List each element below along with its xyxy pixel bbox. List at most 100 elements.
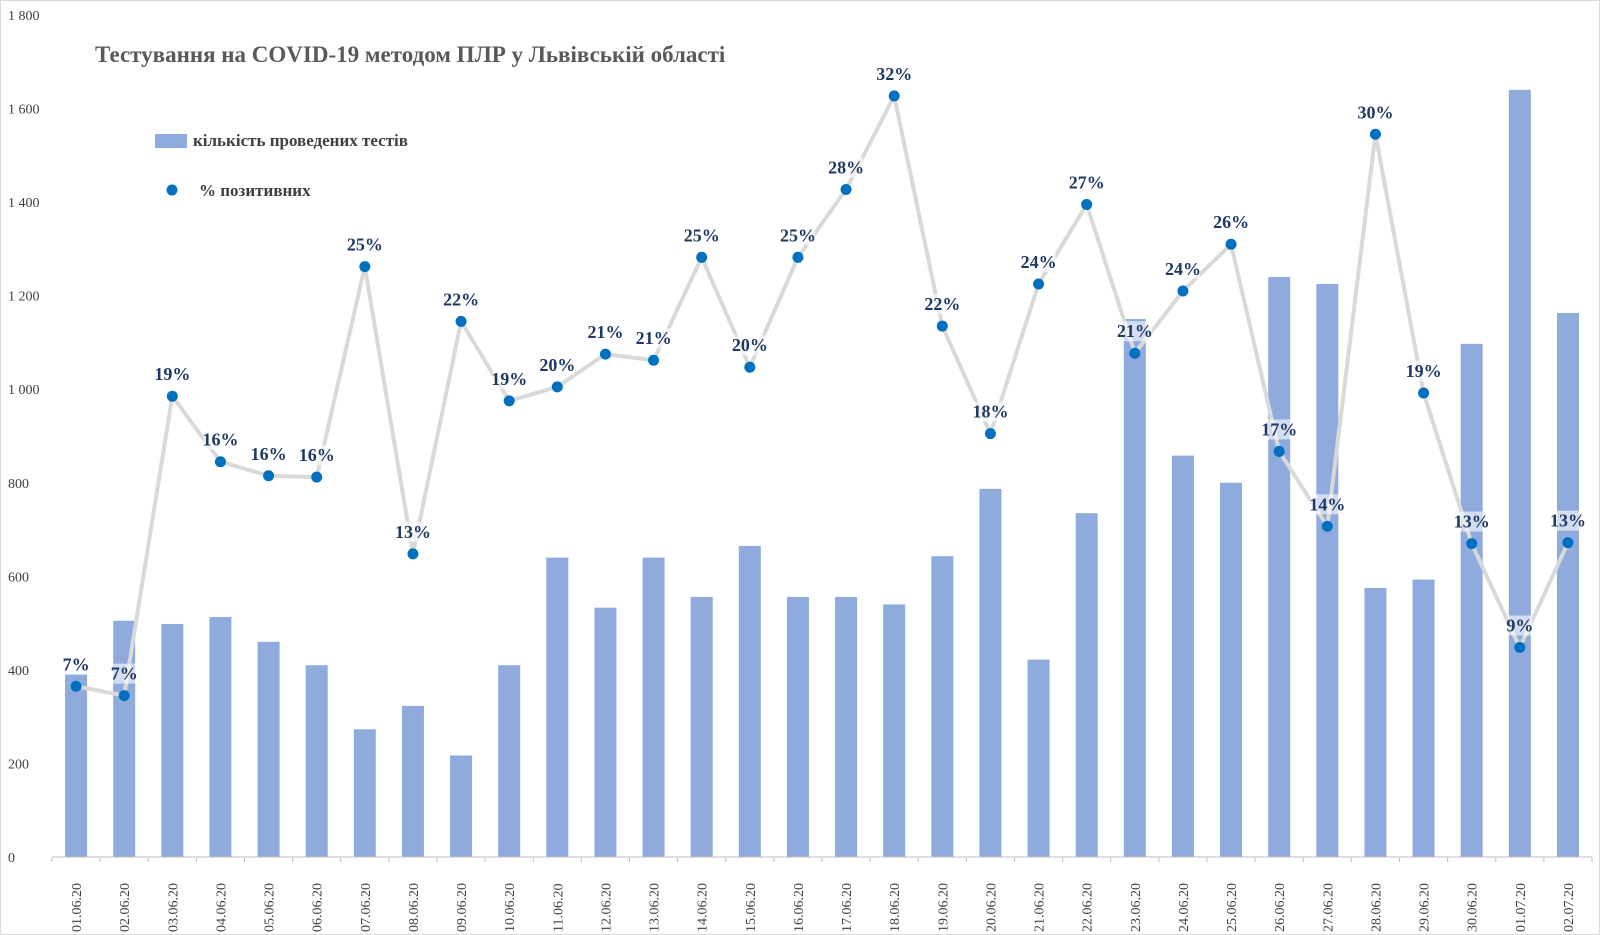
data-label-bg [1021, 251, 1056, 272]
x-tick-label: 16.06.20 [792, 883, 807, 932]
positive-marker [166, 390, 178, 402]
bar-tests [353, 729, 376, 857]
y-tick-label: 800 [8, 477, 29, 492]
x-tick-label: 03.06.20 [166, 883, 181, 932]
data-label-percent: 24% [1021, 252, 1057, 272]
bar-tests [1508, 89, 1531, 858]
data-label-percent: 20% [732, 335, 768, 355]
x-tick-label: 24.06.20 [1177, 883, 1192, 932]
data-label-percent: 19% [154, 364, 190, 384]
bar-tests [1316, 283, 1339, 857]
bar-tests [931, 556, 954, 857]
positive-marker [311, 471, 323, 483]
bar-tests [979, 488, 1002, 857]
bar-tests [594, 607, 617, 857]
positive-marker [648, 354, 660, 366]
x-tick-label: 19.06.20 [936, 883, 951, 932]
data-label-percent: 26% [1213, 212, 1249, 232]
data-label-bg [1069, 172, 1104, 193]
bar-tests [450, 755, 473, 857]
data-label-bg [492, 368, 527, 389]
data-label-bg [973, 401, 1008, 422]
positive-marker [1273, 445, 1285, 457]
y-tick-label: 600 [8, 570, 29, 585]
data-label-bg [1507, 615, 1532, 636]
data-label-bg [299, 445, 334, 466]
y-tick-label: 0 [8, 851, 15, 866]
positive-marker [1177, 285, 1189, 297]
positive-marker [1225, 238, 1237, 250]
data-label-bg [732, 335, 767, 356]
x-tick-label: 23.06.20 [1129, 883, 1144, 932]
bar-tests [1268, 276, 1291, 857]
data-label-percent: 14% [1309, 494, 1345, 514]
data-label-percent: 13% [395, 522, 431, 542]
positive-marker [1369, 128, 1381, 140]
legend: кількість проведених тестів % позитивних [155, 131, 408, 200]
x-tick-label: 14.06.20 [696, 883, 711, 932]
positive-marker [455, 315, 467, 327]
bar-tests [738, 545, 761, 857]
bar-tests [1075, 513, 1098, 857]
positive-marker [1081, 198, 1093, 210]
data-label-bg [395, 521, 430, 542]
data-label-bg [1406, 360, 1441, 381]
y-tick-label: 1 000 [8, 383, 40, 398]
data-label-percent: 24% [1165, 259, 1201, 279]
x-tick-label: 09.06.20 [455, 883, 470, 932]
x-tick-label: 05.06.20 [263, 883, 278, 932]
x-tick-label: 02.06.20 [118, 883, 133, 932]
x-tick-label: 02.07.20 [1562, 883, 1577, 932]
data-label-percent: 9% [1506, 615, 1533, 635]
x-tick-label: 27.06.20 [1321, 883, 1336, 932]
positive-marker [1562, 537, 1574, 549]
data-label-bg [684, 225, 719, 246]
chart-title: Тестування на COVID-19 методом ПЛР у Льв… [95, 42, 726, 67]
positive-marker [984, 428, 996, 440]
data-label-bg [112, 663, 137, 684]
data-label-bg [1117, 321, 1152, 342]
bar-tests [1027, 659, 1050, 857]
data-label-percent: 32% [876, 64, 912, 84]
bar-tests [305, 665, 328, 857]
bar-tests [883, 604, 906, 857]
data-label-percent: 7% [63, 654, 90, 674]
x-tick-label: 18.06.20 [888, 883, 903, 932]
data-label-percent: 7% [111, 664, 138, 684]
positive-marker [1466, 538, 1478, 550]
positive-marker [696, 251, 708, 263]
data-label-bg [925, 294, 960, 315]
data-label-percent: 19% [1406, 361, 1442, 381]
positive-marker [214, 456, 226, 468]
bar-tests [786, 596, 809, 857]
data-label-percent: 21% [636, 328, 672, 348]
legend-bar-swatch [155, 134, 187, 148]
x-tick-label: 11.06.20 [551, 884, 566, 932]
bar-tests [642, 557, 665, 857]
data-label-percent: 16% [299, 445, 335, 465]
data-label-percent: 13% [1550, 511, 1586, 531]
bar-tests [1364, 588, 1387, 857]
data-label-bg [347, 234, 382, 255]
bar-tests [257, 641, 280, 857]
x-tick-label: 01.06.20 [70, 883, 85, 932]
bar-tests [1123, 319, 1146, 857]
bar-tests [498, 665, 521, 857]
y-tick-label: 1 200 [8, 290, 40, 305]
bar-tests [209, 617, 232, 857]
x-tick-label: 04.06.20 [214, 883, 229, 932]
data-label-percent: 27% [1069, 172, 1105, 192]
data-label-percent: 13% [1454, 512, 1490, 532]
bar-tests [1460, 343, 1483, 857]
data-label-percent: 25% [780, 225, 816, 245]
y-tick-label: 1 400 [8, 196, 40, 211]
data-label-bg [1262, 419, 1297, 440]
x-tick-label: 01.07.20 [1514, 883, 1529, 932]
data-label-percent: 18% [972, 402, 1008, 422]
data-label-percent: 28% [828, 157, 864, 177]
data-label-bg [1454, 511, 1489, 532]
data-label-percent: 22% [443, 289, 479, 309]
positive-marker [1418, 387, 1430, 399]
data-label-percent: 22% [924, 294, 960, 314]
